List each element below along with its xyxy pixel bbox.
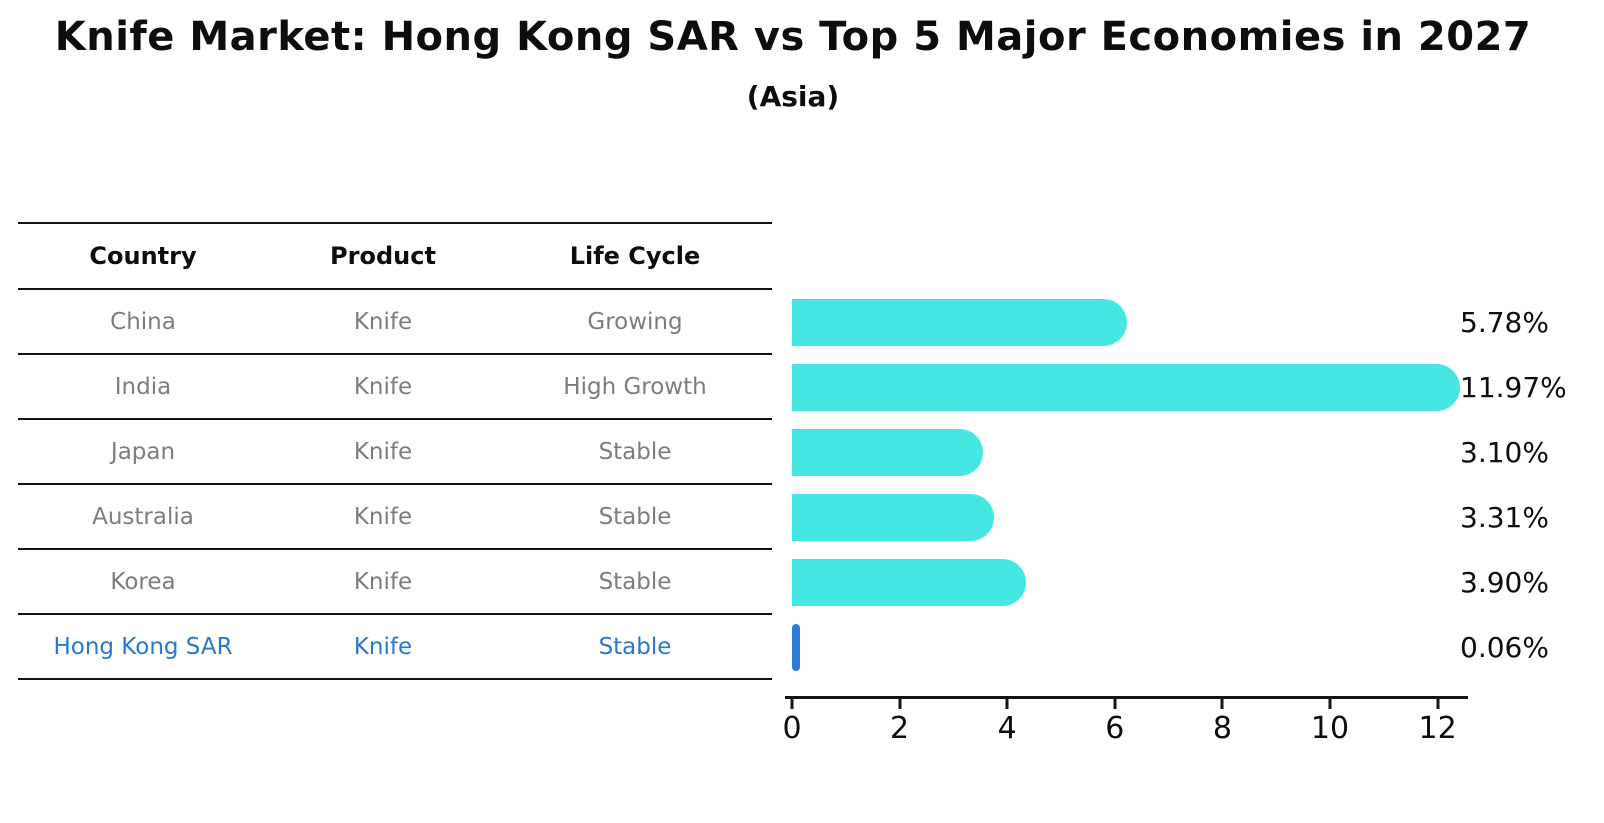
chart-subtitle: (Asia) — [746, 80, 840, 113]
x-axis-tick-label: 2 — [890, 711, 910, 746]
country-cell: India — [114, 373, 172, 400]
product-cell: Knife — [353, 373, 413, 400]
bar-value-label: 0.06% — [1460, 631, 1549, 664]
life-cycle-cell: Growing — [587, 308, 683, 335]
bar-australia — [792, 494, 994, 541]
bar-value-label: 3.90% — [1460, 566, 1549, 599]
country-cell: Japan — [110, 438, 176, 465]
bar-china — [792, 299, 1127, 346]
x-axis-tick — [1220, 699, 1224, 709]
life-cycle-cell: Stable — [598, 568, 672, 595]
table-row-japan: Japan Knife Stable — [18, 420, 772, 485]
bar-hong-kong-sar — [792, 624, 800, 671]
table-row-china: China Knife Growing — [18, 290, 772, 355]
table-row-korea: Korea Knife Stable — [18, 550, 772, 615]
column-header-country: Country — [89, 242, 197, 270]
table-row-hong-kong-sar: Hong Kong SAR Knife Stable — [18, 615, 772, 680]
bar-japan — [792, 429, 983, 476]
x-axis-tick-label: 12 — [1418, 711, 1457, 746]
x-axis-tick — [1005, 699, 1009, 709]
x-axis-tick-label: 6 — [1105, 711, 1125, 746]
product-cell: Knife — [353, 568, 413, 595]
bar-value-label: 3.31% — [1460, 501, 1549, 534]
bar-value-label: 11.97% — [1460, 371, 1567, 404]
x-axis-tick — [1113, 699, 1117, 709]
bar-india — [792, 364, 1460, 411]
bar-value-label: 5.78% — [1460, 306, 1549, 339]
table-row-india: India Knife High Growth — [18, 355, 772, 420]
product-cell: Knife — [353, 633, 413, 660]
column-header-product: Product — [330, 242, 436, 270]
x-axis-tick-label: 8 — [1212, 711, 1232, 746]
country-cell: Australia — [92, 503, 194, 530]
bar-value-label: 3.10% — [1460, 436, 1549, 469]
country-cell: Hong Kong SAR — [53, 633, 233, 660]
x-axis-tick — [790, 699, 794, 709]
x-axis-tick-label: 10 — [1310, 711, 1350, 746]
life-cycle-cell: Stable — [598, 438, 672, 465]
x-axis-tick — [898, 699, 902, 709]
x-axis-line — [785, 696, 1468, 699]
x-axis-tick — [1436, 699, 1440, 709]
table-row-australia: Australia Knife Stable — [18, 485, 772, 550]
column-header-life-cycle: Life Cycle — [569, 242, 701, 270]
country-cell: Korea — [110, 568, 176, 595]
x-axis-tick — [1328, 699, 1332, 709]
product-cell: Knife — [353, 438, 413, 465]
bar-korea — [792, 559, 1026, 606]
x-axis-tick-label: 0 — [782, 711, 802, 746]
country-cell: China — [110, 308, 176, 335]
chart-title: Knife Market: Hong Kong SAR vs Top 5 Maj… — [54, 14, 1532, 60]
table-header-row: Country Product Life Cycle — [18, 224, 772, 290]
product-cell: Knife — [353, 308, 413, 335]
country-table: Country Product Life Cycle China Knife G… — [18, 222, 772, 680]
product-cell: Knife — [353, 503, 413, 530]
life-cycle-cell: High Growth — [563, 373, 707, 400]
life-cycle-cell: Stable — [598, 633, 672, 660]
life-cycle-cell: Stable — [598, 503, 672, 530]
x-axis-tick-label: 4 — [997, 711, 1017, 746]
